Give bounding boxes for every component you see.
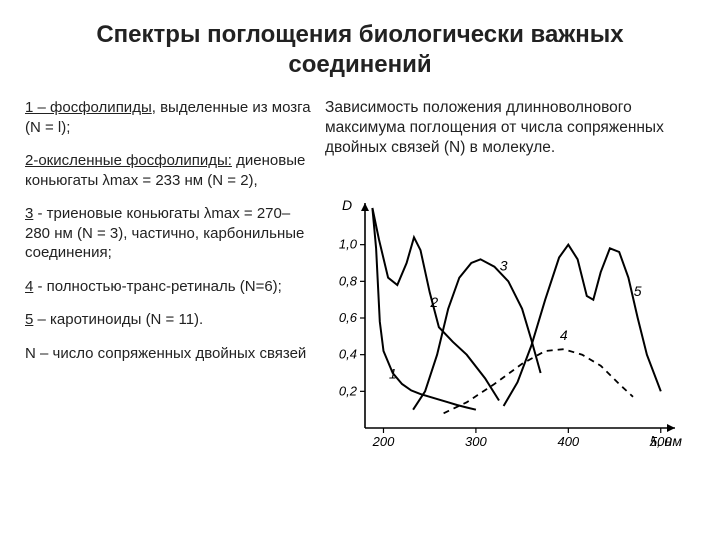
svg-text:0,8: 0,8 (339, 273, 358, 288)
svg-text:D: D (342, 197, 352, 213)
svg-text:1,0: 1,0 (339, 237, 358, 252)
item-1-lead: 1 – фосфолипиды (25, 99, 152, 116)
svg-text:4: 4 (560, 327, 568, 343)
item-2-lead: 2-окисленные фосфолипиды: (25, 152, 232, 169)
caption-text: Зависимость положения длинноволнового ма… (325, 98, 695, 158)
svg-text:0,4: 0,4 (339, 347, 357, 362)
svg-text:5: 5 (634, 283, 642, 299)
item-3: 3 - триеновые коньюгаты λmax = 270–280 н… (25, 204, 315, 263)
slide-title: Спектры поглощения биологически важных с… (25, 20, 695, 80)
item-5-rest: – каротиноиды (N = 11). (33, 311, 203, 328)
svg-text:0,2: 0,2 (339, 383, 358, 398)
spectra-chart: 0,20,40,60,81,0200300400500Dλ, нм12345 (320, 193, 690, 463)
footnote: N – число сопряженных двойных связей (25, 344, 315, 364)
svg-text:3: 3 (500, 257, 508, 273)
svg-text:200: 200 (372, 434, 395, 449)
svg-text:1: 1 (389, 366, 397, 382)
left-column: 1 – фосфолипиды, выделенные из мозга (N … (25, 98, 315, 363)
svg-text:300: 300 (465, 434, 487, 449)
item-3-rest: - триеновые коньюгаты λmax = 270–280 нм … (25, 205, 304, 261)
item-1: 1 – фосфолипиды, выделенные из мозга (N … (25, 98, 315, 137)
svg-text:2: 2 (429, 294, 438, 310)
right-column: Зависимость положения длинноволнового ма… (325, 98, 695, 363)
item-4-rest: - полностью-транс-ретиналь (N=6); (33, 278, 282, 295)
svg-text:0,6: 0,6 (339, 310, 358, 325)
content-row: 1 – фосфолипиды, выделенные из мозга (N … (25, 98, 695, 363)
item-4: 4 - полностью-транс-ретиналь (N=6); (25, 277, 315, 297)
svg-text:400: 400 (557, 434, 579, 449)
item-5: 5 – каротиноиды (N = 11). (25, 310, 315, 330)
item-2: 2-окисленные фосфолипиды: диеновые конью… (25, 151, 315, 190)
svg-text:λ, нм: λ, нм (649, 433, 682, 449)
